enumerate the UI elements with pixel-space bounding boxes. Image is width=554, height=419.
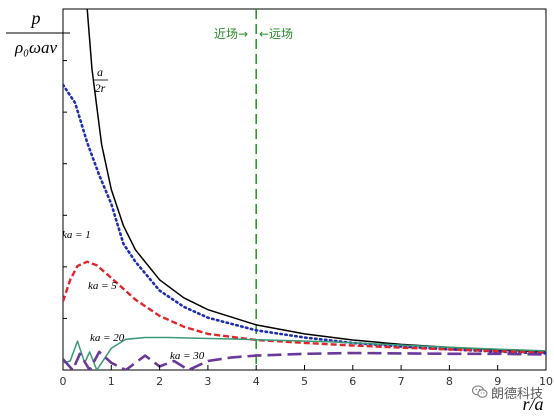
plot-border bbox=[62, 8, 547, 371]
series-label-ka20: ka = 20 bbox=[90, 332, 125, 344]
watermark: 朗德科技 bbox=[472, 382, 543, 402]
x-tick-label: 7 bbox=[398, 375, 405, 388]
x-tick-label: 5 bbox=[301, 375, 308, 388]
y-axis-label-denominator: ρ₀ωav bbox=[14, 38, 58, 57]
series-label-a2r-numerator: a bbox=[97, 65, 103, 79]
x-tick-label: 9 bbox=[494, 375, 501, 388]
series-label-a2r-denominator: 2r bbox=[95, 81, 106, 95]
series-layer bbox=[63, 9, 546, 370]
x-tick-label: 3 bbox=[204, 375, 211, 388]
series-line-0 bbox=[86, 9, 546, 353]
near-field-label: 近场→ bbox=[214, 27, 248, 41]
series-label-ka30: ka = 30 bbox=[170, 350, 205, 362]
x-tick-label: 4 bbox=[253, 375, 260, 388]
series-label-ka1: ka = 1 bbox=[62, 229, 91, 241]
series-line-2 bbox=[63, 260, 546, 354]
x-tick-label: 8 bbox=[446, 375, 453, 388]
plot-frame bbox=[62, 8, 547, 371]
far-field-label: ←远场 bbox=[259, 27, 293, 41]
watermark-text: 朗德科技 bbox=[491, 386, 544, 402]
x-tick-label: 1 bbox=[108, 375, 115, 388]
x-tick-label: 6 bbox=[349, 375, 356, 388]
x-tick-label: 10 bbox=[539, 375, 553, 388]
x-axis-label: r/a bbox=[522, 394, 543, 414]
y-axis-label-numerator: p bbox=[30, 8, 41, 28]
series-line-1 bbox=[63, 83, 546, 355]
x-tick-label: 0 bbox=[60, 375, 67, 388]
labels: p ρ₀ωav r/a 近场→ ←远场 a 2r ka = 1 ka = 5 k… bbox=[6, 8, 544, 414]
series-line-4 bbox=[63, 350, 546, 370]
x-axis-ticks: 0 1 2 3 4 5 6 7 8 9 10 bbox=[60, 60, 553, 388]
wechat-icon bbox=[472, 385, 488, 398]
series-label-ka5: ka = 5 bbox=[88, 280, 117, 292]
x-tick-label: 2 bbox=[156, 375, 163, 388]
series-line-3 bbox=[63, 336, 546, 370]
